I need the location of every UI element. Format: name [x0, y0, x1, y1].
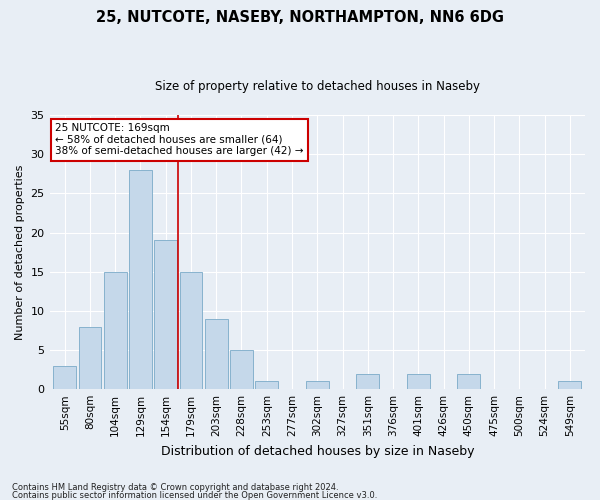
Bar — [356, 374, 379, 389]
Text: Contains public sector information licensed under the Open Government Licence v3: Contains public sector information licen… — [12, 490, 377, 500]
X-axis label: Distribution of detached houses by size in Naseby: Distribution of detached houses by size … — [161, 444, 474, 458]
Bar — [256, 382, 278, 389]
Bar — [179, 272, 202, 389]
Bar — [559, 382, 581, 389]
Bar — [205, 318, 227, 389]
Text: 25, NUTCOTE, NASEBY, NORTHAMPTON, NN6 6DG: 25, NUTCOTE, NASEBY, NORTHAMPTON, NN6 6D… — [96, 10, 504, 25]
Bar — [154, 240, 177, 389]
Bar — [79, 326, 101, 389]
Bar — [129, 170, 152, 389]
Title: Size of property relative to detached houses in Naseby: Size of property relative to detached ho… — [155, 80, 480, 93]
Y-axis label: Number of detached properties: Number of detached properties — [15, 164, 25, 340]
Bar — [104, 272, 127, 389]
Bar — [457, 374, 480, 389]
Bar — [306, 382, 329, 389]
Bar — [407, 374, 430, 389]
Text: Contains HM Land Registry data © Crown copyright and database right 2024.: Contains HM Land Registry data © Crown c… — [12, 484, 338, 492]
Text: 25 NUTCOTE: 169sqm
← 58% of detached houses are smaller (64)
38% of semi-detache: 25 NUTCOTE: 169sqm ← 58% of detached hou… — [55, 123, 304, 156]
Bar — [53, 366, 76, 389]
Bar — [230, 350, 253, 389]
